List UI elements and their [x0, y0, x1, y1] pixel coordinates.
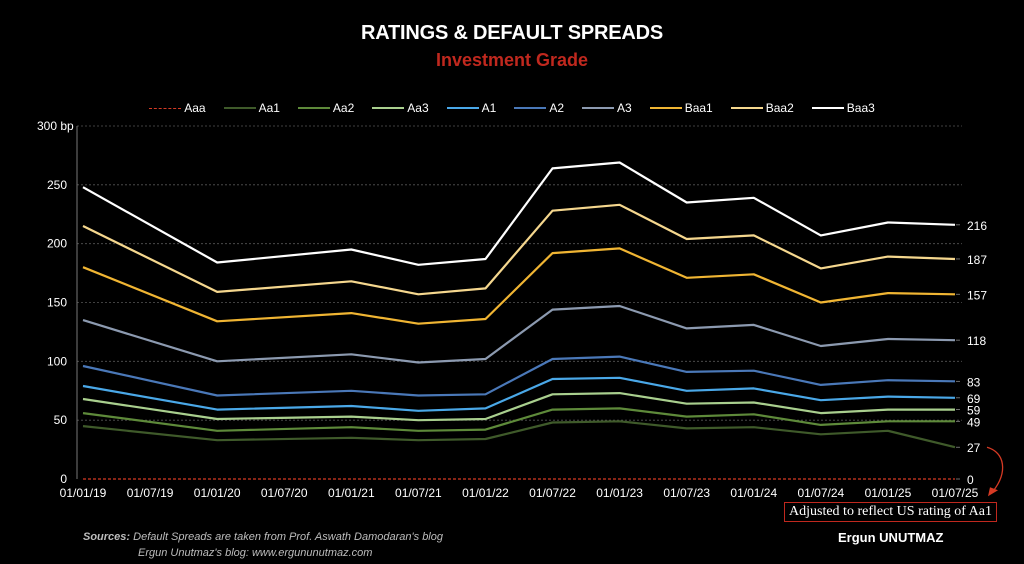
end-label-aaa: 0 [967, 473, 974, 487]
blog-text: Ergun Unutmaz's blog: www.ergununutmaz.c… [138, 547, 373, 559]
legend-swatch [811, 107, 844, 109]
legend-item-baa3: Baa3 [811, 101, 875, 115]
legend-swatch [514, 107, 547, 109]
series-lines [82, 161, 956, 480]
legend-swatch [582, 107, 615, 109]
series-line-aa3 [82, 392, 955, 422]
annotation-arrow-line [986, 446, 1004, 492]
end-label-baa2: 187 [967, 253, 987, 267]
legend-label: Aa2 [332, 101, 355, 115]
x-tick-label: 01/01/24 [730, 486, 777, 500]
end-label-a3: 118 [967, 334, 986, 348]
legend-label: Baa1 [684, 101, 713, 115]
series-line-baa3 [82, 161, 956, 266]
legend-label: Aaa [184, 101, 206, 115]
series-line-aa2 [82, 407, 955, 432]
chart-legend: Aaa Aa1 Aa2 Aa3 A1 A2 A3 Baa1 Baa2 Baa3 [0, 101, 1024, 115]
series-line-a2 [82, 355, 956, 397]
author-credit: Ergun UNUTMAZ [838, 530, 944, 545]
series-line-aa1 [82, 420, 956, 449]
legend-swatch [372, 107, 405, 109]
adjustment-note: Adjusted to reflect US rating of Aa1 [784, 502, 997, 522]
x-tick-label: 01/07/21 [395, 486, 442, 500]
y-tick-label: 50 [54, 413, 68, 427]
legend-item-baa2: Baa2 [730, 101, 794, 115]
x-tick-label: 01/01/22 [462, 486, 509, 500]
y-tick-label: 100 [47, 354, 67, 368]
end-label-aa1: 27 [967, 441, 981, 455]
legend-label: Aa3 [407, 101, 429, 115]
legend-item-baa1: Baa1 [649, 101, 713, 115]
legend-item-aaa: Aaa [149, 101, 206, 115]
y-tick-label: 150 [47, 296, 67, 310]
end-label-a2: 83 [967, 375, 981, 389]
legend-item-a1: A1 [446, 101, 497, 115]
legend-item-a3: A3 [582, 101, 632, 115]
legend-swatch [446, 107, 479, 109]
x-tick-label: 01/01/25 [865, 486, 912, 500]
legend-item-aa1: Aa1 [223, 101, 280, 115]
legend-swatch [730, 107, 763, 109]
legend-item-aa2: Aa2 [297, 101, 355, 115]
y-tick-label: 250 [47, 178, 67, 192]
series-line-baa2 [82, 203, 956, 296]
x-tick-label: 01/01/23 [596, 486, 643, 500]
legend-label: A2 [549, 101, 565, 115]
x-tick-label: 01/07/20 [261, 486, 308, 500]
x-tick-label: 01/01/19 [60, 486, 107, 500]
legend-label: Baa2 [765, 101, 794, 115]
y-axis: 0 50 100 150 200 250 300 bp [37, 119, 78, 486]
end-label-aa3: 59 [967, 404, 981, 418]
x-tick-label: 01/07/24 [797, 486, 844, 500]
legend-label: A1 [481, 101, 497, 115]
end-label-baa3: 216 [967, 219, 987, 233]
series-line-a3 [82, 304, 956, 364]
end-label-baa1: 157 [967, 288, 987, 302]
sources-text: Default Spreads are taken from Prof. Asw… [133, 531, 443, 543]
x-tick-label: 01/07/19 [127, 486, 174, 500]
chart-subtitle: Investment Grade [435, 50, 589, 70]
end-label-aa2: 49 [967, 415, 981, 429]
chart-title: RATINGS & DEFAULT SPREADS [360, 22, 664, 44]
legend-swatch [149, 107, 182, 109]
x-tick-label: 01/07/22 [529, 486, 576, 500]
legend-swatch [297, 107, 330, 109]
x-tick-label: 01/01/20 [194, 486, 241, 500]
sources-note: Sources: Default Spreads are taken from … [83, 529, 443, 561]
x-tick-label: 01/01/21 [328, 486, 375, 500]
sources-label: Sources: [83, 531, 131, 543]
legend-swatch [649, 107, 682, 109]
legend-label: A3 [617, 101, 632, 115]
legend-label: Aa1 [258, 101, 280, 115]
series-line-a1 [82, 376, 956, 412]
legend-item-aa3: Aa3 [372, 101, 429, 115]
legend-item-a2: A2 [514, 101, 564, 115]
y-tick-label: 200 [47, 237, 67, 251]
y-tick-label: 300 bp [37, 119, 74, 133]
annotation-arrow [986, 446, 1004, 497]
series-line-baa1 [82, 247, 956, 325]
y-tick-label: 0 [60, 472, 67, 486]
x-axis: 01/01/19 01/07/19 01/01/20 01/07/20 01/01/21… [60, 486, 979, 500]
x-tick-label: 01/07/23 [663, 486, 710, 500]
gridlines [77, 125, 962, 421]
end-label-a1: 69 [967, 392, 981, 406]
x-tick-label: 01/07/25 [932, 486, 979, 500]
legend-label: Baa3 [846, 101, 875, 115]
annotation-arrowhead [988, 487, 998, 497]
legend-swatch [223, 107, 256, 109]
